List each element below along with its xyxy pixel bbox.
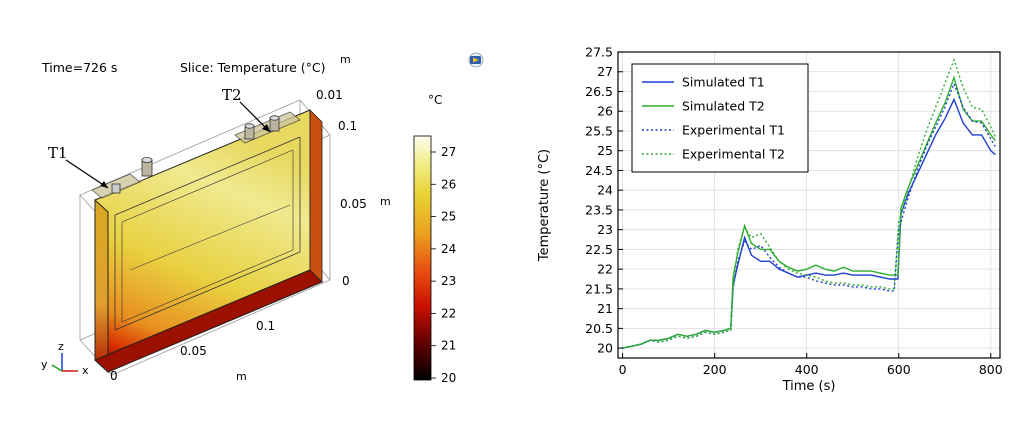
y-tick-label: 24 [597, 183, 613, 198]
colorbar: °C 27 26 25 24 23 22 21 20 [413, 93, 456, 385]
series-line-4 [622, 57, 997, 349]
probe-annotations: T1 T2 [48, 86, 271, 189]
legend-entry: Experimental T1 [682, 123, 785, 138]
colorbar-tick-label: 22 [441, 306, 456, 320]
x-tick-label: 0 [619, 362, 627, 377]
axis-triad: z x y [41, 340, 89, 377]
x-tick-label: 400 [795, 362, 819, 377]
z-tick: 0.01 [316, 88, 343, 102]
y-tick-label: 22 [597, 262, 613, 277]
y-tick-label: 25 [597, 143, 613, 158]
x-tick: 0.05 [180, 344, 207, 358]
colorbar-tick-label: 25 [441, 210, 456, 224]
y-tick-label: 20.5 [585, 321, 613, 336]
x-tick-label: 800 [979, 362, 1003, 377]
play-icon[interactable] [468, 52, 484, 68]
colorbar-tick-label: 23 [441, 274, 456, 288]
y-tick-label: 22.5 [585, 242, 613, 257]
colorbar-tick-label: 21 [441, 339, 456, 353]
y-tick-label: 25.5 [585, 123, 613, 138]
unit-m-top: m [340, 53, 351, 66]
colorbar-tick-label: 26 [441, 177, 456, 191]
x-tick-label: 600 [887, 362, 911, 377]
y-axis-label: Temperature (°C) [537, 149, 552, 262]
colorbar-tick-label: 20 [441, 371, 456, 385]
legend-entry: Simulated T1 [682, 75, 765, 90]
chart-series [622, 57, 997, 349]
probe-label-t1: T1 [48, 144, 68, 162]
x-axis-ticks: 0 0.05 0.1 m [110, 319, 275, 383]
y-tick-label: 21 [597, 301, 613, 316]
y-tick-label: 26 [597, 104, 613, 119]
x-tick: 0.1 [256, 319, 275, 333]
z-tick: 0.05 [340, 197, 367, 211]
z-tick: 0.1 [338, 119, 357, 133]
axis-letter-z: z [58, 340, 64, 353]
y-tick-label: 23 [597, 222, 613, 237]
time-label: Time=726 s [41, 60, 117, 75]
z-unit: m [380, 195, 391, 208]
y-tick-label: 20 [597, 341, 613, 356]
temperature-chart: 0 200 400 600 800 20 20.5 21 21.5 22 22.5 23 23.5 24 2… [520, 0, 1024, 430]
y-tick-label: 27 [597, 64, 613, 79]
slice-label: Slice: Temperature (°C) [180, 60, 326, 75]
x-unit: m [236, 370, 247, 383]
y-tick-label: 24.5 [585, 163, 613, 178]
colorbar-tick-label: 24 [441, 242, 456, 256]
y-tick-label: 27.5 [585, 45, 613, 60]
plot-frame [617, 51, 1001, 359]
y-tick-label: 21.5 [585, 281, 613, 296]
chart-legend: Simulated T1 Simulated T2 Experimental T1 E… [631, 63, 809, 173]
x-axis-label: Time (s) [782, 379, 836, 394]
x-tick: 0 [110, 369, 118, 383]
legend-entry: Simulated T2 [682, 99, 765, 114]
battery-3d-view: Time=726 s Slice: Temperature (°C) m [41, 52, 484, 385]
axis-letter-y: y [41, 358, 48, 371]
axis-letter-x: x [82, 364, 89, 377]
legend-entry: Experimental T2 [682, 147, 785, 162]
y-tick-label: 26.5 [585, 84, 613, 99]
y-tick-label: 23.5 [585, 202, 613, 217]
chart-ticks: 0 200 400 600 800 20 20.5 21 21.5 22 22.5 23 23.5 24 2… [585, 45, 1003, 378]
colorbar-tick-label: 27 [441, 145, 456, 159]
battery-body [94, 109, 323, 374]
colorbar-unit: °C [428, 93, 442, 107]
z-axis-ticks: 0.01 0.1 0.05 m 0 [316, 88, 391, 288]
chart-svg: 0 200 400 600 800 20 20.5 21 21.5 22 22.5 23 23.5 24 2… [537, 45, 1003, 395]
battery-3d-svg: Time=726 s Slice: Temperature (°C) m [41, 52, 484, 385]
x-tick-label: 200 [703, 362, 727, 377]
probe-label-t2: T2 [222, 86, 242, 104]
series-line-2 [622, 75, 996, 349]
z-tick: 0 [342, 274, 350, 288]
